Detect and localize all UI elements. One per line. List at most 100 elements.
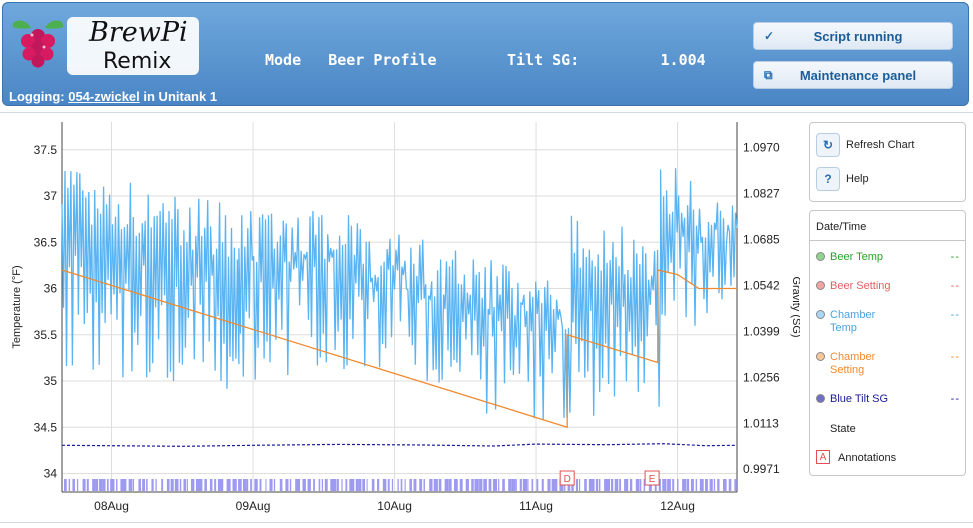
state-bar: [285, 479, 289, 491]
state-bar: [64, 479, 67, 491]
state-bar: [448, 479, 452, 491]
state-bar: [155, 479, 157, 491]
state-bar: [186, 479, 188, 491]
legend-label: State: [830, 423, 856, 435]
state-bar: [72, 479, 75, 491]
legend-label: Blue Tilt SG: [830, 393, 889, 405]
state-bar: [226, 479, 231, 491]
y-tick-label: 37: [44, 189, 58, 203]
state-bar: [592, 479, 595, 491]
state-bar: [295, 479, 300, 491]
state-bar: [279, 479, 283, 491]
refresh-chart-label[interactable]: Refresh Chart: [846, 139, 915, 151]
y-axis-label: Temperature (°F): [11, 265, 23, 348]
state-bar: [541, 479, 544, 491]
state-bar: [132, 479, 135, 491]
state-bar: [433, 479, 438, 491]
chart-controls: ↻ Refresh Chart ? Help: [809, 122, 966, 202]
state-bar: [672, 479, 675, 491]
state-bar: [690, 479, 694, 491]
state-bar: [397, 479, 399, 491]
state-bar: [584, 479, 587, 491]
y2-axis-label: Gravity (SG): [790, 276, 800, 337]
y-tick-label: 36: [44, 282, 58, 296]
state-bar: [722, 479, 727, 491]
state-bar: [409, 479, 412, 491]
state-bar: [413, 479, 417, 491]
refresh-icon[interactable]: ↻: [816, 133, 840, 157]
state-bar: [199, 479, 203, 491]
state-bar: [232, 479, 237, 491]
state-bar: [598, 479, 601, 491]
help-label[interactable]: Help: [846, 173, 869, 185]
state-bar: [682, 479, 687, 491]
state-bar: [614, 479, 619, 491]
state-bar: [588, 479, 594, 491]
state-bar: [717, 479, 720, 491]
raspberry-icon: [12, 20, 64, 68]
state-bar: [423, 479, 425, 491]
state-bar: [607, 479, 611, 491]
header-divider: [0, 112, 973, 113]
state-bar: [273, 479, 276, 491]
state-bar: [400, 479, 403, 491]
x-tick-label: 09Aug: [236, 499, 271, 513]
state-bar: [76, 479, 79, 491]
state-bar: [142, 479, 146, 491]
state-bar: [728, 479, 732, 491]
state-bar: [179, 479, 182, 491]
state-bar: [362, 479, 366, 491]
state-bar: [128, 479, 132, 491]
y2-tick-label: 1.0399: [743, 324, 780, 338]
state-bar: [359, 479, 362, 491]
maintenance-panel-button[interactable]: ⧉ Maintenance panel: [753, 61, 953, 89]
chart-legend: Date/Time Beer Temp -- Beer Setting -- Chamb…: [809, 210, 966, 476]
state-bar: [676, 479, 679, 491]
state-bar: [298, 479, 301, 491]
logging-prefix: Logging:: [9, 89, 65, 104]
state-bar: [502, 479, 505, 491]
state-bar: [488, 479, 492, 491]
legend-datetime: Date/Time: [810, 211, 965, 241]
state-bar: [508, 479, 512, 491]
state-bar: [522, 479, 528, 491]
state-bar: [662, 479, 667, 491]
legend-label: Beer Temp: [830, 251, 883, 263]
y2-tick-label: 1.0542: [743, 278, 780, 292]
state-bar: [713, 479, 716, 491]
legend-dash: --: [950, 251, 960, 263]
state-bar: [313, 479, 315, 491]
state-bar: [254, 479, 258, 491]
y-tick-label: 34: [44, 467, 58, 481]
script-running-button[interactable]: ✓ Script running: [753, 22, 953, 50]
state-bar: [709, 479, 713, 491]
state-bar: [345, 479, 348, 491]
state-bar: [483, 479, 487, 491]
state-bar: [387, 479, 390, 491]
state-bar: [619, 479, 622, 491]
state-bar: [667, 479, 671, 491]
state-bar: [318, 479, 321, 491]
temperature-chart[interactable]: 37.5 37 36.5 36 35.5 35 34.5 34 1.0970 1.0827 1.06…: [0, 112, 800, 522]
help-icon[interactable]: ?: [816, 167, 840, 191]
annotation-label: D: [564, 474, 571, 485]
logo-line1: BrewPi: [89, 17, 188, 48]
state-bar: [604, 479, 609, 491]
state-bar: [465, 479, 469, 491]
legend-dash: --: [950, 280, 960, 292]
state-bar: [102, 479, 106, 491]
legend-label: Beer Setting: [830, 280, 891, 292]
state-bar: [92, 479, 96, 491]
state-bar: [438, 479, 442, 491]
legend-label: Chamber Temp: [830, 309, 876, 334]
logo-line2: Remix: [103, 49, 172, 74]
state-bar: [536, 479, 539, 491]
chamber-temp-series: [61, 168, 738, 421]
legend-dash: --: [950, 351, 960, 363]
state-bar: [95, 479, 99, 491]
state-bar: [289, 479, 292, 491]
state-bar: [551, 479, 556, 491]
logging-link[interactable]: 054-zwickel: [68, 89, 140, 104]
state-bar: [474, 479, 479, 491]
state-bar: [307, 479, 311, 491]
